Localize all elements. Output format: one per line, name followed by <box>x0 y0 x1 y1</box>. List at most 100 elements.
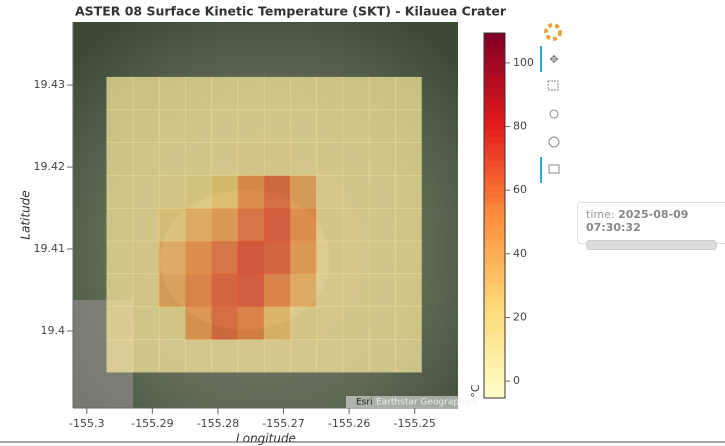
x-tick-label: -155.27 <box>262 417 304 430</box>
colorbar-swatch <box>484 239 505 247</box>
toolbar[interactable]: ✥ <box>540 23 562 183</box>
colorbar-swatch <box>484 154 505 162</box>
colorbar-swatch <box>484 312 505 320</box>
heat-cell <box>158 273 186 307</box>
heat-cell <box>316 240 344 275</box>
heat-cell <box>185 240 212 275</box>
colorbar-swatch <box>484 130 505 137</box>
heat-cell <box>185 339 212 373</box>
colorbar-swatch <box>484 355 505 362</box>
heat-cell <box>263 142 291 176</box>
heat-cell <box>237 273 265 307</box>
colorbar-swatch <box>484 197 505 204</box>
colorbar-swatch <box>484 343 505 350</box>
heat-cell <box>316 208 344 242</box>
colorbar-swatch <box>484 385 505 393</box>
colorbar-tick-label: 100 <box>513 56 534 69</box>
heat-cell <box>237 142 265 176</box>
attribution: Esri <box>356 398 373 408</box>
heat-cell <box>211 175 239 209</box>
heat-cell <box>290 142 317 176</box>
widget-label: time: <box>586 208 615 221</box>
colorbar-swatch <box>484 258 505 265</box>
heat-cell <box>368 306 396 340</box>
heat-cell <box>185 142 212 176</box>
colorbar-swatch <box>484 172 505 180</box>
heat-cell <box>106 306 134 340</box>
colorbar-swatch <box>484 391 505 399</box>
heat-cell <box>211 76 239 111</box>
heat-cell <box>290 273 317 307</box>
heat-cell <box>342 273 370 307</box>
heat-cell <box>395 175 422 209</box>
colorbar-swatch <box>484 209 505 216</box>
colorbar-tick-label: 20 <box>513 310 527 323</box>
heat-cell <box>211 306 239 340</box>
colorbar-swatch <box>484 87 505 95</box>
colorbar-frame <box>483 32 506 399</box>
colorbar-swatch <box>484 166 505 174</box>
colorbar-swatch <box>484 93 505 101</box>
colorbar-swatch <box>484 227 505 235</box>
heat-cell <box>316 306 344 340</box>
colorbar-swatch <box>484 124 505 131</box>
heat-cell <box>158 306 186 340</box>
heat-cell <box>185 76 212 111</box>
heat-cell <box>342 109 370 143</box>
widget-value: 2025-08-09 07:30:32 <box>586 208 689 234</box>
time-widget[interactable]: time: 2025-08-09 07:30:32 <box>577 202 725 250</box>
heat-cell <box>395 142 422 176</box>
x-tick-label: -155.25 <box>393 417 435 430</box>
heat-cell <box>368 208 396 242</box>
heat-cell <box>106 208 134 242</box>
heat-cell <box>106 76 134 111</box>
colorbar-swatch <box>484 270 505 277</box>
heat-cell <box>342 76 370 111</box>
heat-cell <box>316 175 344 209</box>
x-tick-label: -155.29 <box>131 417 173 430</box>
colorbar-swatch <box>484 203 505 210</box>
x-axis-label: Longitude <box>236 432 296 446</box>
heat-cell <box>368 142 396 176</box>
x-tick-label: -155.26 <box>328 417 370 430</box>
heat-cell <box>290 109 317 143</box>
colorbar-swatch <box>484 51 505 58</box>
heat-cell <box>106 109 134 143</box>
heat-cell <box>132 273 160 307</box>
colorbar-swatch <box>484 69 505 77</box>
colorbar-swatch <box>484 233 505 241</box>
time-slider[interactable] <box>586 240 717 250</box>
colorbar-swatch <box>484 373 505 381</box>
colorbar-tick-label: 40 <box>513 247 527 260</box>
heat-cell <box>158 175 186 209</box>
heat-cell <box>237 306 265 340</box>
heat-cell <box>342 306 370 340</box>
heat-cell <box>290 306 317 340</box>
colorbar-swatch <box>484 179 505 186</box>
heat-cell <box>211 142 239 176</box>
heat-cell <box>132 109 160 143</box>
heat-cell <box>395 339 422 373</box>
heat-cell <box>132 175 160 209</box>
colorbar-swatch <box>484 331 505 338</box>
heat-cell <box>395 273 422 307</box>
colorbar-swatch <box>484 191 505 198</box>
heat-cell <box>368 273 396 307</box>
chart-title: ASTER 08 Surface Kinetic Temperature (SK… <box>75 4 507 19</box>
colorbar-swatch <box>484 276 505 283</box>
heat-cell <box>211 240 239 275</box>
colorbar-swatch <box>484 39 505 46</box>
heat-cell <box>342 240 370 275</box>
heat-cell <box>132 306 160 340</box>
heat-cell <box>263 306 291 340</box>
heat-cell <box>368 339 396 373</box>
heat-cell <box>395 306 422 340</box>
colorbar-swatch <box>484 112 505 119</box>
heat-cell <box>237 109 265 143</box>
x-tick-label: -155.3 <box>69 417 104 430</box>
y-axis-label: Latitude <box>19 190 33 239</box>
colorbar-swatch <box>484 45 505 52</box>
heat-cell <box>368 240 396 275</box>
colorbar-swatch <box>484 99 505 107</box>
colorbar-swatch <box>484 57 505 64</box>
